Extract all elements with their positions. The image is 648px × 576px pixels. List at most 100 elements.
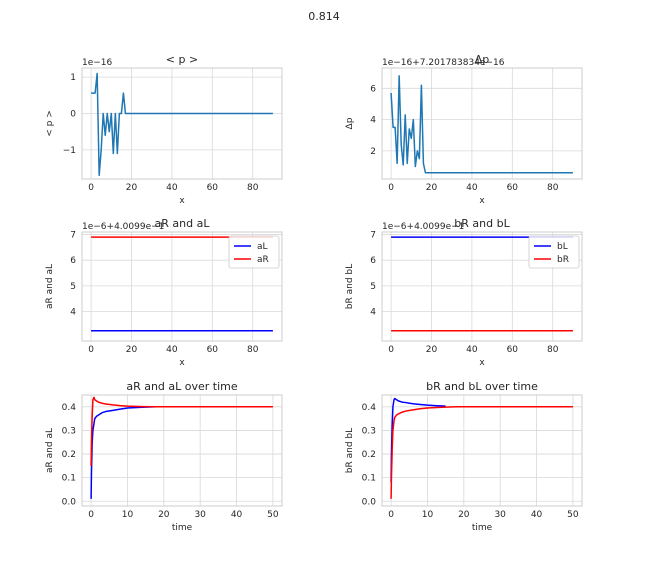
y-tick-label: 4 xyxy=(370,308,376,318)
series-line-2 xyxy=(90,396,273,466)
y-tick-label: 6 xyxy=(370,256,376,266)
y-tick-label: 0.3 xyxy=(62,426,76,436)
x-tick-label: 20 xyxy=(458,510,470,520)
legend: aL aR xyxy=(228,235,280,269)
axes-frame xyxy=(381,394,583,507)
legend-box xyxy=(528,235,580,269)
x-axis-label: time xyxy=(172,523,193,533)
y-tick-label: 0.0 xyxy=(62,497,77,507)
y-axis-label: bR and bL xyxy=(345,428,355,473)
y-tick-label: 0.3 xyxy=(362,426,376,436)
y-tick-label: 6 xyxy=(70,256,76,266)
subplot-6: 0 10 20 30 40 50 0.0 0.1 0.2 0.3 0.4 bR and bL over… xyxy=(345,380,583,533)
y-tick-label: 6 xyxy=(370,84,376,94)
x-tick-label: 0 xyxy=(388,183,394,193)
x-axis-label: x xyxy=(179,358,185,368)
figure-suptitle: 0.814 xyxy=(308,10,340,23)
subplot-grid: 0 20 40 60 80−101< p >x< p >1e−160 20 40 60 8024… xyxy=(45,53,583,533)
y-tick-label: 4 xyxy=(70,308,76,318)
series-line-1 xyxy=(91,72,273,177)
legend: bL bR xyxy=(528,235,580,269)
x-tick-label: 60 xyxy=(207,183,219,193)
x-tick-label: 80 xyxy=(247,183,259,193)
x-tick-label: 80 xyxy=(247,345,259,355)
legend-entry: bL xyxy=(557,242,568,252)
legend-entry: aL xyxy=(257,242,268,252)
series-line-2 xyxy=(390,406,573,499)
axes-frame xyxy=(81,394,283,507)
x-tick-label: 40 xyxy=(466,183,478,193)
y-axis-label: bR and bL xyxy=(345,264,355,309)
y-tick-label: 7 xyxy=(370,231,376,241)
subplot-title: Δp xyxy=(475,53,490,66)
y-tick-label: 0.4 xyxy=(362,403,377,413)
y-axis-label: Δp xyxy=(345,117,355,129)
x-tick-label: 60 xyxy=(507,345,519,355)
x-tick-label: 0 xyxy=(88,345,94,355)
axis-offset-text: 1e−16 xyxy=(82,58,113,68)
legend-entry: bR xyxy=(557,255,569,265)
axes-frame xyxy=(81,231,283,342)
axis-offset-text: 1e−6+4.0099e−1 xyxy=(382,222,464,232)
x-tick-label: 0 xyxy=(88,510,94,520)
x-axis-label: x xyxy=(479,196,485,206)
x-tick-label: 50 xyxy=(567,510,579,520)
x-tick-label: 20 xyxy=(158,510,170,520)
x-tick-label: 60 xyxy=(507,183,519,193)
x-tick-label: 80 xyxy=(547,345,559,355)
x-tick-label: 50 xyxy=(267,510,279,520)
axes-frame xyxy=(81,67,283,180)
y-tick-label: 0.1 xyxy=(362,474,376,484)
x-tick-label: 40 xyxy=(231,510,243,520)
x-axis-label: x xyxy=(479,358,485,368)
x-axis-label: time xyxy=(472,523,493,533)
plot-area xyxy=(82,395,282,506)
y-tick-label: 0.2 xyxy=(362,450,376,460)
x-tick-label: 0 xyxy=(388,345,394,355)
y-tick-label: 5 xyxy=(70,282,76,292)
legend-box xyxy=(228,235,280,269)
subplot-title: bR and bL xyxy=(454,217,510,230)
x-tick-label: 40 xyxy=(166,183,178,193)
x-tick-label: 20 xyxy=(426,183,438,193)
y-tick-label: 0.4 xyxy=(62,403,77,413)
axis-offset-text: 1e−16+7.201783834e−16 xyxy=(382,58,505,68)
x-axis-label: x xyxy=(179,196,185,206)
x-tick-label: 0 xyxy=(388,510,394,520)
y-tick-label: 0.2 xyxy=(62,450,76,460)
y-tick-label: 0.1 xyxy=(62,474,76,484)
axis-offset-text: 1e−6+4.0099e−1 xyxy=(82,222,164,232)
x-tick-label: 40 xyxy=(166,345,178,355)
x-tick-label: 20 xyxy=(126,183,138,193)
y-tick-label: 1 xyxy=(70,73,76,83)
subplot-title: aR and aL xyxy=(155,217,211,230)
x-tick-label: 10 xyxy=(122,510,134,520)
subplot-title: aR and aL over time xyxy=(126,380,238,393)
y-tick-label: 0 xyxy=(70,109,76,119)
x-tick-label: 0 xyxy=(88,183,94,193)
y-tick-label: 4 xyxy=(370,116,376,126)
axes-frame xyxy=(381,67,583,180)
y-tick-label: −1 xyxy=(63,146,76,156)
x-tick-label: 80 xyxy=(547,183,559,193)
x-tick-label: 20 xyxy=(426,345,438,355)
series-line-1 xyxy=(390,397,446,483)
x-tick-label: 40 xyxy=(531,510,543,520)
y-tick-label: 2 xyxy=(370,147,376,157)
y-axis-label: < p > xyxy=(45,110,55,137)
subplot-5: 0 10 20 30 40 50 0.0 0.1 0.2 0.3 0.4 aR and aL over… xyxy=(45,380,283,533)
x-tick-label: 20 xyxy=(126,345,138,355)
y-tick-label: 7 xyxy=(70,231,76,241)
axes-frame xyxy=(381,231,583,342)
y-tick-label: 0.0 xyxy=(362,497,377,507)
x-tick-label: 30 xyxy=(194,510,206,520)
x-tick-label: 60 xyxy=(207,345,219,355)
subplot-1: 0 20 40 60 80 −1 0 1 < p > x < p > 1e−16 xyxy=(45,53,283,206)
plot-area xyxy=(382,68,582,179)
x-tick-label: 40 xyxy=(466,345,478,355)
y-axis-label: aR and aL xyxy=(45,428,55,473)
y-tick-label: 5 xyxy=(370,282,376,292)
